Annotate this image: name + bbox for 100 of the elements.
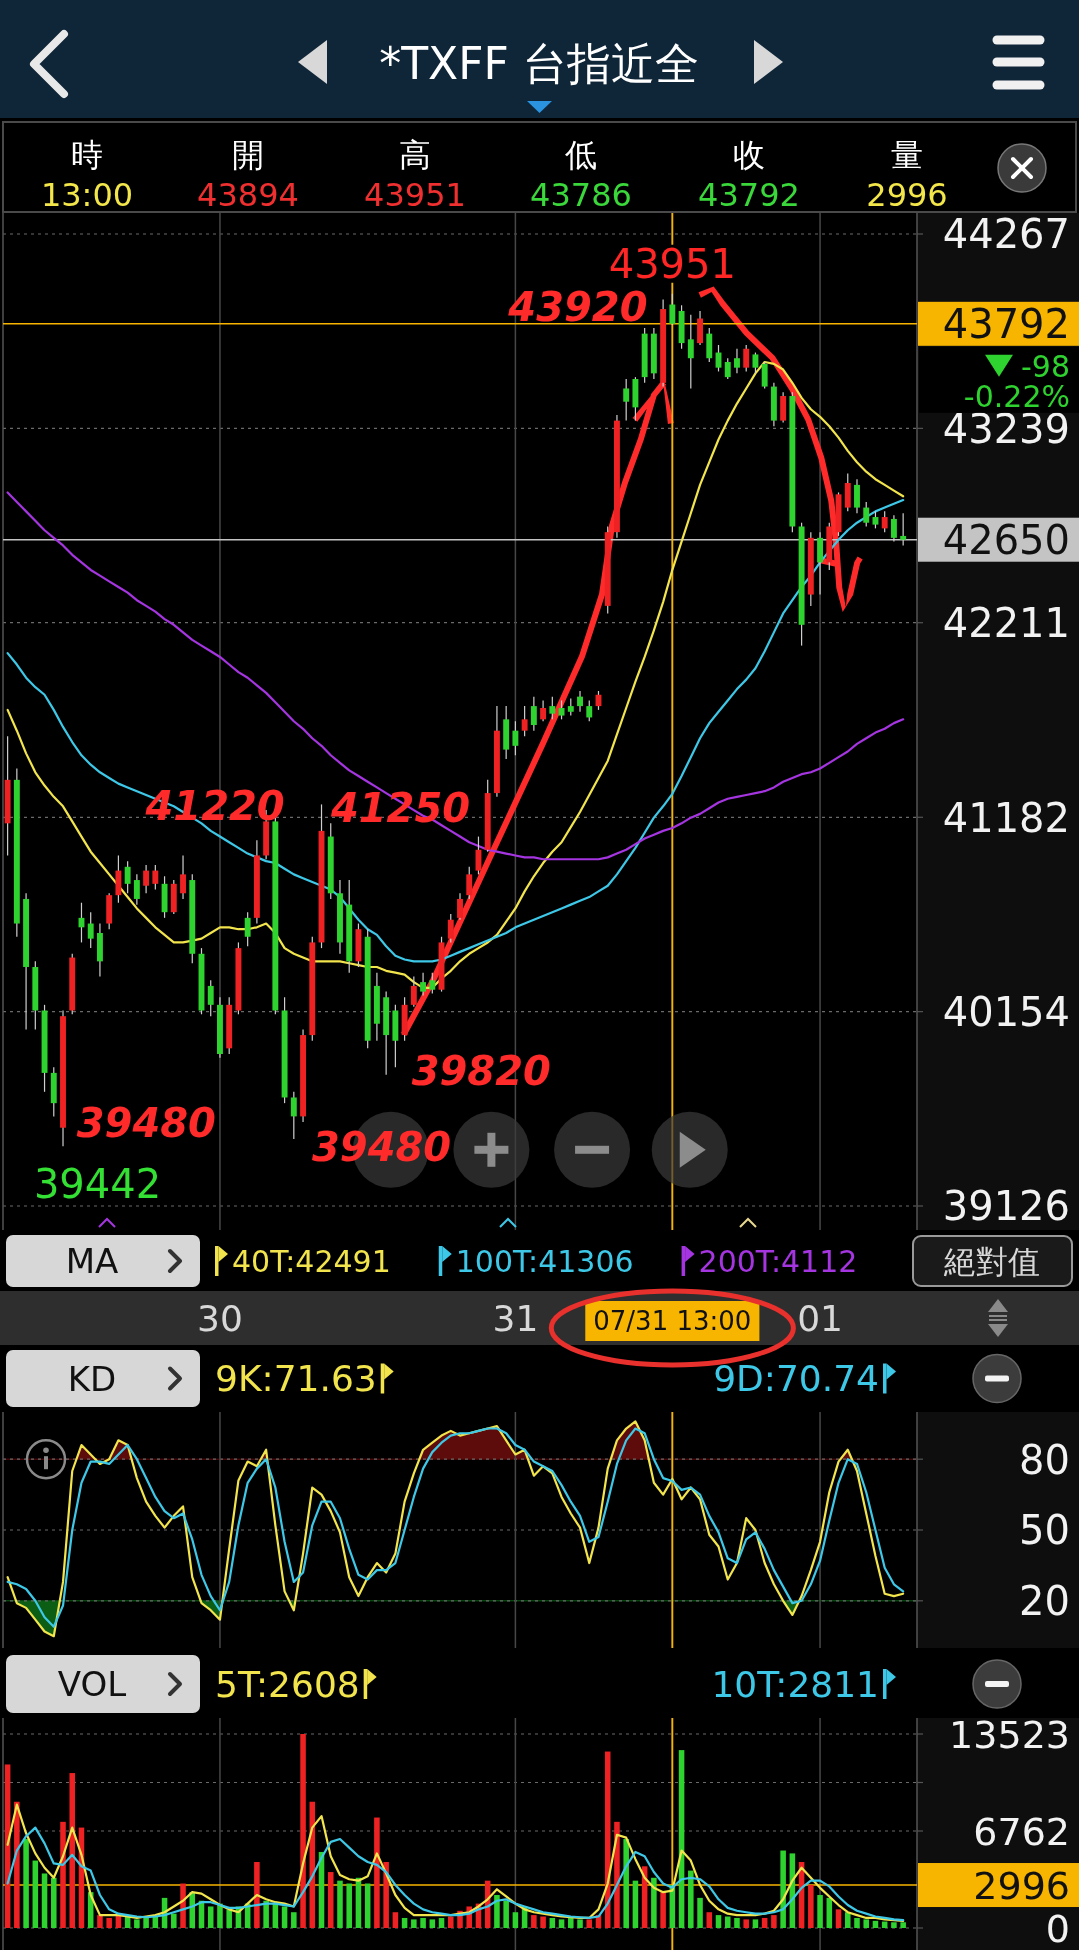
legend-label: 9D:70.74 — [713, 1358, 879, 1400]
bar — [577, 1919, 583, 1928]
bar — [835, 1909, 842, 1928]
bar — [32, 1860, 39, 1928]
bar — [263, 1900, 269, 1928]
text: 43792 — [698, 176, 800, 214]
text: 43786 — [530, 176, 632, 214]
bar — [327, 1872, 334, 1928]
bar — [844, 1912, 851, 1928]
legend-label: 100T:41306 — [455, 1243, 634, 1279]
bar — [171, 1913, 177, 1928]
annotation: 39480 — [311, 1124, 452, 1171]
bar — [743, 1919, 749, 1928]
bar — [817, 1895, 823, 1928]
x-tick-label: 01 — [797, 1298, 843, 1339]
bar — [300, 1734, 306, 1928]
line-series — [6, 498, 905, 963]
bar — [143, 1917, 149, 1928]
legend-title: MA — [65, 1241, 119, 1282]
bar — [891, 1922, 897, 1928]
bar — [383, 1862, 389, 1928]
x-tick-label: 31 — [492, 1298, 539, 1339]
bar — [134, 1919, 140, 1928]
ref-line-label: 42650 — [942, 517, 1070, 564]
y-tick-label: 40154 — [942, 989, 1070, 1036]
y-tick-label: 13523 — [949, 1712, 1070, 1757]
text: 絕對值 — [943, 1242, 1040, 1281]
bar — [337, 1880, 343, 1928]
bar — [69, 1773, 76, 1928]
bar — [512, 1912, 519, 1928]
bar — [503, 1900, 509, 1928]
bar — [780, 1850, 786, 1928]
legend-label: 5T:2608 — [215, 1663, 360, 1705]
y-tick-label: 50 — [1019, 1507, 1070, 1554]
text: 量 — [891, 136, 923, 174]
bar — [291, 1912, 297, 1928]
text: 2996 — [866, 176, 948, 214]
bar — [41, 1873, 48, 1928]
bar — [632, 1880, 639, 1928]
bar — [392, 1912, 399, 1928]
bar — [623, 1839, 629, 1928]
bar — [568, 1917, 574, 1928]
y-tick-label: 20 — [1019, 1578, 1070, 1625]
bar — [411, 1919, 417, 1928]
bar — [771, 1915, 777, 1928]
text: 開 — [232, 136, 264, 174]
bar — [429, 1919, 436, 1928]
bar — [558, 1919, 565, 1928]
bar — [23, 1839, 29, 1928]
legend-label: 10T:2811 — [711, 1663, 879, 1705]
bar — [217, 1903, 223, 1928]
text: *TXFF 台指近全 — [379, 38, 699, 89]
bar — [900, 1922, 906, 1928]
bar — [724, 1916, 731, 1928]
text: 時 — [71, 136, 103, 174]
bar — [863, 1919, 869, 1928]
bar — [697, 1897, 703, 1928]
text: 高 — [399, 136, 431, 174]
bar — [688, 1870, 694, 1928]
bar — [494, 1895, 500, 1928]
y-tick-label: 44267 — [942, 211, 1070, 258]
line-series — [6, 1826, 905, 1922]
bar — [254, 1862, 260, 1928]
y-tick-label: 80 — [1019, 1436, 1070, 1483]
bar — [752, 1919, 759, 1928]
bar — [97, 1915, 103, 1928]
line-series — [6, 1803, 905, 1922]
bar — [706, 1912, 713, 1928]
bar — [540, 1916, 546, 1928]
bar — [808, 1884, 814, 1928]
legend-label: 9K:71.63 — [215, 1358, 377, 1400]
bar — [448, 1916, 454, 1928]
annotation: 39820 — [411, 1048, 551, 1095]
bar — [651, 1877, 657, 1928]
bar — [854, 1917, 860, 1928]
text: 43894 — [197, 176, 299, 214]
bar — [106, 1917, 112, 1928]
line-series — [6, 491, 905, 861]
text: 13:00 — [40, 176, 134, 214]
bar — [51, 1877, 57, 1928]
legend-label: 200T:4112 — [698, 1243, 858, 1279]
y-tick-label: 41182 — [942, 794, 1070, 841]
annotation: 39480 — [76, 1100, 216, 1147]
bar — [734, 1917, 740, 1928]
x-tick-label: 07/31 13:00 — [593, 1306, 752, 1336]
bar — [660, 1892, 666, 1928]
y-tick-label: 39126 — [942, 1183, 1070, 1230]
bar — [226, 1909, 232, 1928]
bar — [207, 1906, 214, 1928]
text: 收 — [733, 136, 765, 174]
text: 低 — [565, 136, 597, 174]
bar — [531, 1915, 537, 1928]
legend-title: VOL — [57, 1664, 127, 1705]
ref-line-label: 2996 — [973, 1863, 1070, 1908]
x-tick-label: 30 — [197, 1298, 243, 1339]
y-tick-label: 42211 — [942, 600, 1070, 647]
bar — [374, 1817, 380, 1928]
bar — [60, 1821, 66, 1928]
ref-line-label: 43792 — [942, 301, 1070, 348]
bar — [715, 1915, 722, 1928]
